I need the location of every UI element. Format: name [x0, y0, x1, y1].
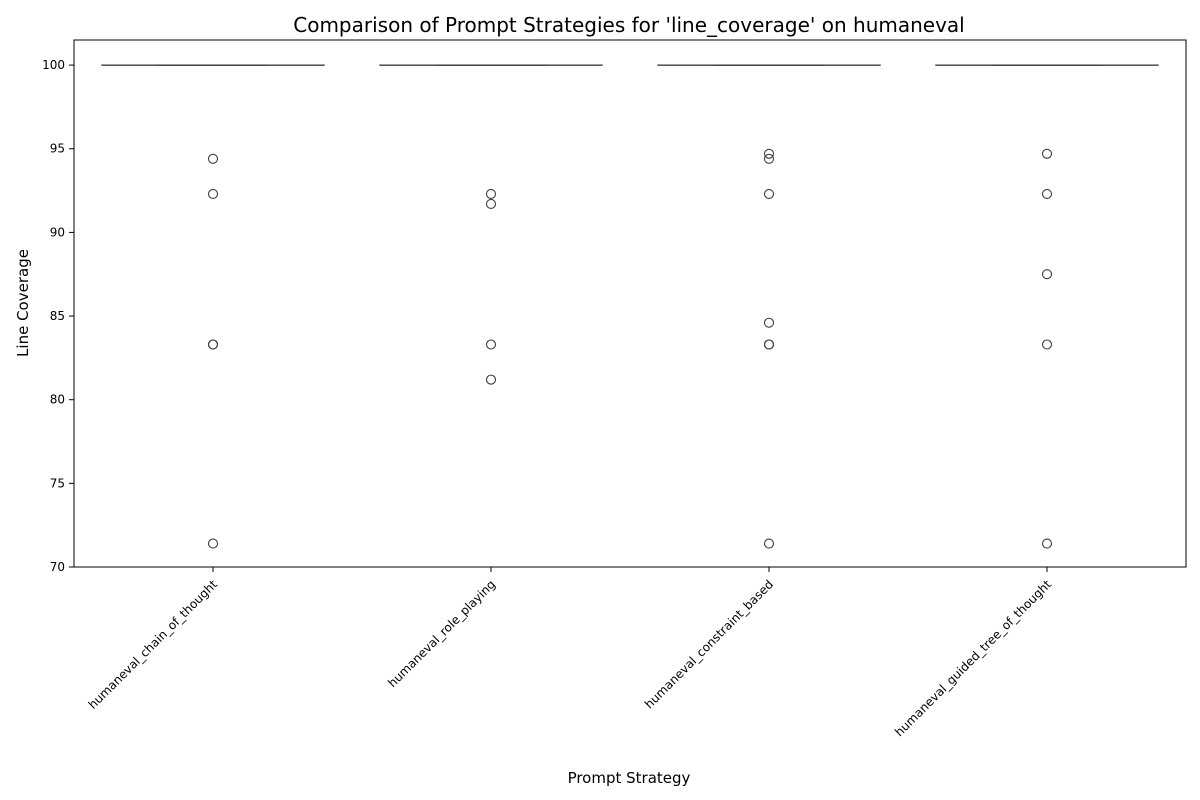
outlier-point [1041, 538, 1053, 549]
plot-area [101, 64, 1159, 549]
outlier-point [763, 339, 775, 350]
chart-title: Comparison of Prompt Strategies for 'lin… [293, 13, 964, 37]
outlier-point [207, 153, 219, 164]
y-tick-label: 90 [50, 225, 65, 239]
box-group [379, 64, 603, 385]
y-axis-title: Line Coverage [14, 249, 32, 357]
x-tick-label: humaneval_guided_tree_of_thought [892, 577, 1054, 739]
x-tick-label: humaneval_constraint_based [642, 577, 776, 711]
outlier-point [1041, 269, 1053, 280]
x-axis: humaneval_chain_of_thought humaneval_role… [86, 567, 1054, 739]
outlier-point [207, 339, 219, 350]
x-tick-label: humaneval_chain_of_thought [86, 577, 221, 712]
x-tick-label: humaneval_role_playing [385, 577, 498, 690]
outlier-point [207, 188, 219, 199]
y-tick-label: 95 [50, 142, 65, 156]
outlier-point [763, 148, 775, 159]
box-group [935, 64, 1159, 549]
outlier-point [485, 188, 497, 199]
y-tick-label: 75 [50, 476, 65, 490]
y-tick-label: 80 [50, 393, 65, 407]
outlier-point [1041, 148, 1053, 159]
outlier-point [485, 339, 497, 350]
outlier-point [763, 153, 775, 164]
outlier-point [485, 374, 497, 385]
x-axis-title: Prompt Strategy [568, 769, 691, 787]
outlier-point [763, 317, 775, 328]
box-group [657, 64, 881, 549]
outlier-point [763, 188, 775, 199]
y-axis: 70 75 80 85 90 95 100 [42, 58, 74, 574]
plot-frame [73, 39, 1187, 568]
outlier-point [207, 538, 219, 549]
outlier-point [763, 538, 775, 549]
outlier-point [485, 198, 497, 210]
outlier-point [1041, 188, 1053, 199]
box-group [101, 64, 325, 549]
y-tick-label: 100 [42, 58, 65, 72]
y-tick-label: 70 [50, 560, 65, 574]
outlier-point [1041, 339, 1053, 350]
y-tick-label: 85 [50, 309, 65, 323]
